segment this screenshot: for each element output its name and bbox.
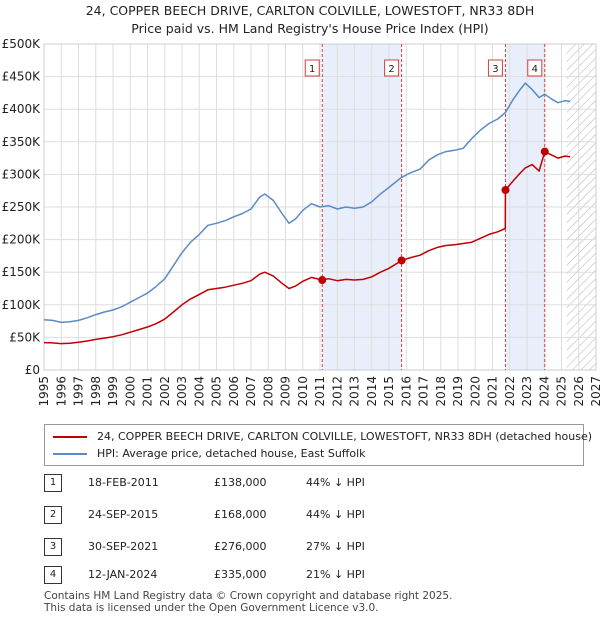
series-line-hpi [43, 82, 571, 324]
x-tick-label: 1998 [89, 376, 103, 407]
transaction-row: 1 18-FEB-2011 £138,000 44% ↓ HPI [0, 474, 600, 494]
transaction-date: 12-JAN-2024 [88, 568, 158, 581]
x-tick-label: 2019 [451, 376, 465, 407]
x-tick-label: 2017 [417, 376, 431, 407]
x-tick-label: 2016 [399, 376, 413, 407]
x-tick-label: 2014 [365, 376, 379, 407]
y-tick-label: £150K [2, 265, 42, 279]
x-tick-label: 2022 [503, 376, 517, 407]
transaction-hpi-diff: 21% ↓ HPI [306, 568, 365, 581]
sale-number-box: 3 [487, 59, 503, 77]
x-tick-label: 2000 [123, 376, 137, 407]
sale-point [397, 256, 406, 265]
sale-point [318, 276, 327, 285]
y-tick-label: £200K [2, 233, 42, 247]
legend-swatch-hpi [53, 453, 87, 455]
footer-line-2: This data is licensed under the Open Gov… [44, 602, 379, 614]
transaction-number: 2 [44, 506, 62, 524]
x-tick-label: 2005 [210, 376, 224, 407]
chart-title: 24, COPPER BEECH DRIVE, CARLTON COLVILLE… [86, 3, 535, 18]
x-tick-label: 2013 [348, 376, 362, 407]
sale-point [501, 186, 510, 195]
x-tick-label: 2026 [572, 376, 586, 407]
sale-number-frame [304, 59, 320, 77]
transaction-number: 1 [44, 474, 62, 492]
chart-legend: 24, COPPER BEECH DRIVE, CARLTON COLVILLE… [44, 424, 592, 466]
y-tick-label: £350K [2, 135, 42, 149]
chart-subtitle: Price paid vs. HM Land Registry's House … [131, 21, 488, 36]
price-chart: 24, COPPER BEECH DRIVE, CARLTON COLVILLE… [2, 3, 600, 407]
sale-number-label: 4 [532, 64, 538, 75]
y-tick-label: £300K [2, 167, 42, 181]
y-tick-label: £250K [2, 200, 42, 214]
sale-number-label: 1 [309, 64, 315, 75]
x-tick-label: 2012 [330, 376, 344, 407]
x-tick-label: 2010 [296, 376, 310, 407]
x-tick-label: 2027 [589, 376, 600, 407]
transaction-price: £168,000 [214, 508, 267, 521]
transaction-row: 3 30-SEP-2021 £276,000 27% ↓ HPI [0, 538, 600, 558]
transaction-hpi-diff: 44% ↓ HPI [306, 476, 365, 489]
x-tick-label: 2011 [313, 376, 327, 407]
footer-note: Contains HM Land Registry data © Crown c… [44, 590, 452, 614]
transaction-price: £335,000 [214, 568, 267, 581]
legend-label-property: 24, COPPER BEECH DRIVE, CARLTON COLVILLE… [97, 430, 593, 443]
series-line-property [43, 150, 571, 345]
sale-number-label: 3 [492, 64, 498, 75]
sale-number-label: 2 [388, 64, 394, 75]
transaction-hpi-diff: 44% ↓ HPI [306, 508, 365, 521]
x-tick-label: 2007 [244, 376, 258, 407]
x-tick-label: 1995 [37, 376, 51, 407]
x-tick-label: 2024 [537, 376, 551, 407]
x-tick-label: 1996 [54, 376, 68, 407]
transaction-hpi-diff: 27% ↓ HPI [306, 540, 365, 553]
sale-number-frame [384, 59, 400, 77]
sale-point [540, 147, 549, 156]
y-tick-label: £400K [2, 102, 42, 116]
transaction-row: 4 12-JAN-2024 £335,000 21% ↓ HPI [0, 566, 600, 586]
x-tick-label: 1999 [106, 376, 120, 407]
x-tick-label: 2018 [434, 376, 448, 407]
y-tick-label: £450K [2, 70, 42, 84]
x-tick-label: 2020 [468, 376, 482, 407]
sale-number-frame [527, 59, 543, 77]
y-tick-label: £50K [9, 330, 41, 344]
x-tick-label: 1997 [72, 376, 86, 407]
y-tick-label: £500K [2, 37, 42, 51]
x-tick-label: 2009 [279, 376, 293, 407]
transaction-number: 3 [44, 538, 62, 556]
transaction-row: 2 24-SEP-2015 £168,000 44% ↓ HPI [0, 506, 600, 526]
legend-label-hpi: HPI: Average price, detached house, East… [97, 447, 366, 460]
transaction-price: £138,000 [214, 476, 267, 489]
legend-swatch-property [53, 436, 87, 438]
y-tick-label: £100K [2, 298, 42, 312]
transaction-date: 24-SEP-2015 [88, 508, 159, 521]
plot-border [43, 43, 597, 371]
sale-number-box: 4 [527, 59, 543, 77]
y-tick-label: £0 [25, 363, 40, 377]
x-tick-label: 2025 [555, 376, 569, 407]
sale-number-box: 1 [304, 59, 320, 77]
x-tick-label: 2003 [175, 376, 189, 407]
x-tick-label: 2006 [227, 376, 241, 407]
sale-number-box: 2 [384, 59, 400, 77]
transaction-date: 18-FEB-2011 [88, 476, 159, 489]
x-tick-label: 2023 [520, 376, 534, 407]
transaction-price: £276,000 [214, 540, 267, 553]
sale-number-frame [487, 59, 503, 77]
x-tick-label: 2002 [158, 376, 172, 407]
x-tick-label: 2021 [486, 376, 500, 407]
x-tick-label: 2008 [261, 376, 275, 407]
x-tick-label: 2004 [192, 376, 206, 407]
transaction-date: 30-SEP-2021 [88, 540, 159, 553]
x-tick-label: 2015 [382, 376, 396, 407]
footer-line-1: Contains HM Land Registry data © Crown c… [44, 590, 453, 602]
transaction-number: 4 [44, 566, 62, 584]
x-tick-label: 2001 [141, 376, 155, 407]
